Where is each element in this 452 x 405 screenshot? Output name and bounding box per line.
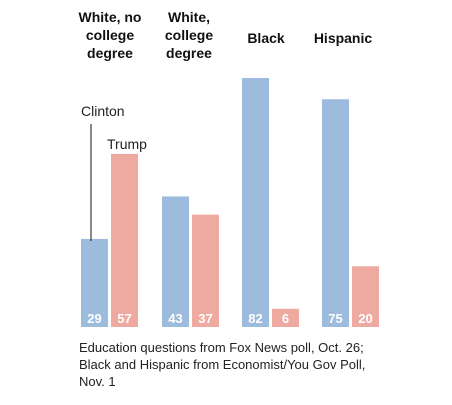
category-label: White, college degree [165, 9, 213, 61]
legend-clinton: Clinton [81, 103, 125, 119]
source-note-line-1: Education questions from Fox News poll, … [79, 340, 364, 355]
value-label-clinton: 82 [248, 311, 262, 326]
source-note-line-3: Nov. 1 [79, 374, 116, 389]
bar-trump [111, 153, 138, 327]
value-label-trump: 6 [282, 311, 289, 326]
value-label-clinton: 75 [328, 311, 342, 326]
source-note: Education questions from Fox News poll, … [79, 339, 439, 390]
source-note-line-2: Black and Hispanic from Economist/You Go… [79, 357, 366, 372]
value-label-trump: 20 [358, 311, 372, 326]
bar-chart: White, no college degree White, college degre… [79, 9, 379, 327]
legend: Clinton Trump [81, 103, 147, 241]
bar-trump [192, 214, 219, 327]
value-label-clinton: 43 [168, 311, 182, 326]
category-labels: White, no college degree White, college degre… [79, 9, 373, 61]
category-label: White, no college degree [79, 9, 142, 61]
category-label-line: Hispanic [314, 30, 373, 46]
value-label-trump: 57 [117, 311, 131, 326]
category-label-line: degree [87, 45, 133, 61]
category-label-line: Black [247, 30, 285, 46]
value-label-clinton: 29 [87, 311, 101, 326]
category-label-line: White, [168, 9, 210, 25]
bar-trump [352, 266, 379, 327]
bar-trump [272, 308, 299, 327]
category-label: Hispanic [314, 30, 373, 46]
bar-clinton [81, 238, 108, 327]
bar-clinton [322, 99, 349, 327]
bar-clinton [162, 196, 189, 327]
value-label-trump: 37 [198, 311, 212, 326]
category-label-line: degree [166, 45, 212, 61]
bars [81, 78, 379, 327]
category-label-line: college [165, 27, 213, 43]
category-label-line: White, no [79, 9, 142, 25]
legend-trump: Trump [107, 136, 147, 152]
bar-clinton [242, 78, 269, 327]
category-label-line: college [86, 27, 134, 43]
category-label: Black [247, 30, 285, 46]
value-labels: 29 57 43 37 82 6 75 20 [87, 311, 372, 326]
